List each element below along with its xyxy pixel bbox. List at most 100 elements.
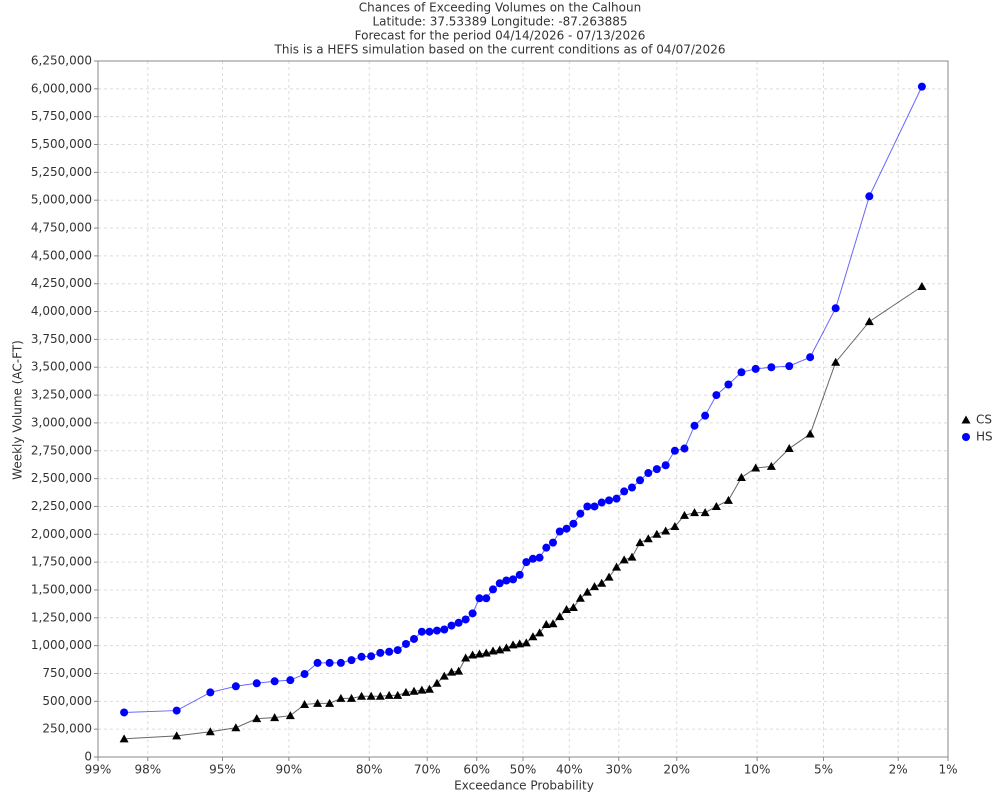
x-tick-label: 99% — [85, 763, 112, 777]
data-point — [522, 558, 531, 567]
data-point — [502, 576, 511, 585]
data-point — [583, 502, 592, 511]
data-point — [461, 615, 470, 624]
chart-subtitle: Latitude: 37.53389 Longitude: -87.263885 — [372, 15, 627, 29]
data-point — [831, 304, 840, 313]
data-point — [582, 587, 592, 596]
data-point — [481, 648, 491, 657]
data-point — [454, 666, 464, 675]
data-point — [417, 685, 427, 694]
data-point — [917, 82, 926, 91]
y-tick-label: 2,250,000 — [31, 499, 92, 513]
data-point — [205, 727, 215, 736]
legend-label: HS — [976, 430, 993, 444]
y-tick-label: 3,000,000 — [31, 415, 92, 429]
data-point — [346, 693, 356, 702]
data-point — [409, 686, 419, 695]
y-tick-label: 1,000,000 — [31, 638, 92, 652]
data-point — [375, 691, 385, 700]
data-point — [286, 676, 295, 685]
y-tick-label: 4,750,000 — [31, 221, 92, 235]
data-point — [285, 711, 295, 720]
data-point — [410, 634, 419, 643]
data-point — [643, 534, 653, 543]
data-point — [252, 714, 262, 723]
data-point — [357, 691, 367, 700]
data-point — [454, 618, 463, 627]
data-point — [723, 495, 733, 504]
data-point — [575, 593, 585, 602]
data-point — [917, 282, 927, 291]
y-tick-label: 250,000 — [42, 722, 92, 736]
data-point — [864, 317, 874, 326]
data-point — [468, 609, 477, 618]
data-point — [569, 519, 578, 528]
data-point — [766, 461, 776, 470]
legend-label: CS — [976, 413, 992, 427]
data-point — [576, 509, 585, 518]
chart-subtitle: This is a HEFS simulation based on the c… — [274, 43, 726, 57]
data-point — [206, 688, 215, 697]
data-point — [357, 652, 366, 661]
data-point — [701, 411, 710, 420]
data-point — [367, 652, 376, 661]
data-point — [401, 639, 410, 648]
y-tick-label: 5,750,000 — [31, 109, 92, 123]
legend-marker — [962, 433, 970, 441]
y-tick-label: 500,000 — [42, 694, 92, 708]
data-point — [475, 594, 484, 603]
x-tick-label: 2% — [889, 763, 908, 777]
data-point — [670, 446, 679, 455]
data-point — [119, 734, 129, 743]
data-point — [562, 524, 571, 533]
y-tick-label: 1,750,000 — [31, 555, 92, 569]
data-point — [652, 465, 661, 474]
data-point — [325, 658, 334, 667]
data-point — [690, 508, 700, 517]
data-point — [627, 483, 636, 492]
data-point — [231, 682, 240, 691]
y-tick-label: 2,000,000 — [31, 527, 92, 541]
data-point — [785, 362, 794, 371]
data-point — [805, 429, 815, 438]
data-point — [680, 444, 689, 453]
y-tick-label: 750,000 — [42, 666, 92, 680]
data-point — [635, 538, 645, 547]
y-tick-label: 4,000,000 — [31, 304, 92, 318]
data-point — [313, 658, 322, 667]
data-point — [447, 667, 457, 676]
data-point — [562, 604, 572, 613]
data-point — [605, 496, 614, 505]
data-point — [432, 678, 442, 687]
data-point — [270, 713, 280, 722]
data-point — [300, 699, 310, 708]
data-point — [604, 572, 614, 581]
data-point — [325, 698, 335, 707]
data-point — [270, 677, 279, 686]
data-point — [619, 555, 629, 564]
data-point — [417, 627, 426, 636]
data-point — [300, 670, 309, 679]
data-point — [712, 391, 721, 400]
data-point — [515, 570, 524, 579]
data-point — [736, 472, 746, 481]
data-point — [231, 723, 241, 732]
data-point — [737, 368, 746, 377]
y-tick-label: 0 — [84, 750, 92, 764]
data-point — [447, 621, 456, 630]
x-tick-label: 90% — [276, 763, 303, 777]
y-tick-label: 3,250,000 — [31, 388, 92, 402]
data-point — [501, 643, 511, 652]
data-point — [612, 562, 622, 571]
data-point — [474, 649, 484, 658]
x-tick-label: 5% — [814, 763, 833, 777]
legend-marker — [961, 415, 971, 424]
data-point — [172, 731, 182, 740]
data-point — [711, 501, 721, 510]
x-tick-label: 98% — [134, 763, 161, 777]
data-point — [700, 508, 710, 517]
y-tick-label: 1,250,000 — [31, 610, 92, 624]
y-tick-label: 3,500,000 — [31, 360, 92, 374]
data-point — [515, 639, 525, 648]
data-point — [393, 690, 403, 699]
